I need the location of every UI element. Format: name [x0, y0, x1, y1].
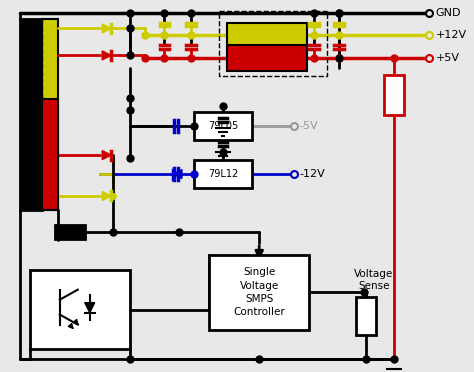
- Bar: [20, 19, 42, 210]
- Polygon shape: [85, 303, 95, 312]
- Bar: [384, 76, 404, 115]
- Text: 79L05: 79L05: [208, 121, 238, 131]
- Bar: [228, 45, 307, 71]
- Bar: [42, 99, 58, 210]
- Text: GND: GND: [436, 7, 461, 17]
- Bar: [194, 112, 252, 140]
- Text: +5V: +5V: [436, 54, 460, 63]
- Polygon shape: [173, 170, 182, 179]
- Bar: [210, 255, 309, 330]
- Polygon shape: [102, 51, 111, 60]
- Bar: [55, 225, 85, 239]
- Polygon shape: [102, 151, 111, 160]
- Text: -12V: -12V: [299, 169, 325, 179]
- Polygon shape: [102, 24, 111, 33]
- Text: +12V: +12V: [436, 31, 467, 41]
- Bar: [228, 22, 307, 48]
- Text: 79L12: 79L12: [208, 169, 238, 179]
- Bar: [30, 270, 129, 350]
- Bar: [42, 19, 58, 210]
- Polygon shape: [102, 192, 111, 201]
- Text: Single
Voltage
SMPS
Controller: Single Voltage SMPS Controller: [233, 267, 285, 317]
- Bar: [194, 160, 252, 188]
- Text: -5V: -5V: [299, 121, 318, 131]
- Text: Voltage
Sense: Voltage Sense: [354, 269, 393, 291]
- Bar: [356, 297, 376, 335]
